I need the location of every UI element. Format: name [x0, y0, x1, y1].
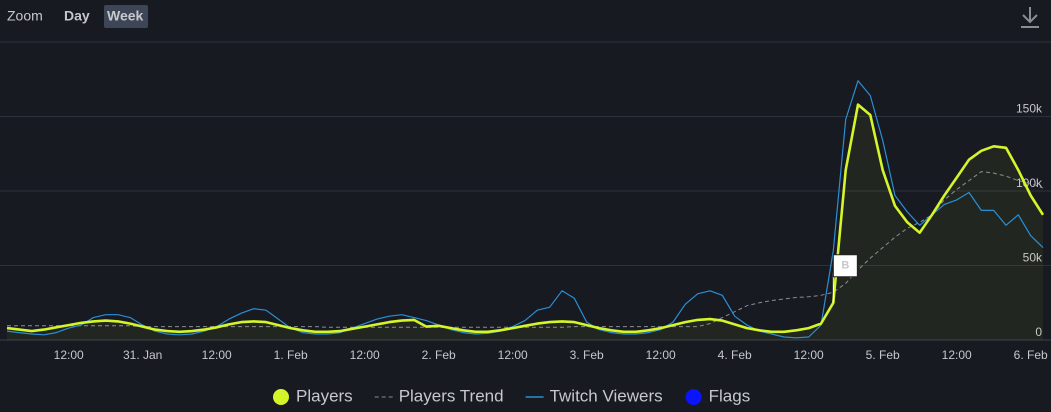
x-tick-label: 12:00 [54, 348, 84, 362]
legend-label: Twitch Viewers [550, 386, 663, 405]
x-tick-label: 6. Feb [1014, 348, 1048, 362]
zoom-button[interactable]: Day [64, 8, 90, 24]
legend: Players Players Trend Twitch Viewers Flags [273, 386, 750, 405]
x-tick-label: 4. Feb [718, 348, 752, 362]
zoom-label: Zoom [7, 8, 43, 24]
x-tick-label: 12:00 [202, 348, 232, 362]
line-series [6, 103, 1045, 334]
legend-item[interactable]: Flags [685, 386, 751, 405]
legend-label: Flags [709, 386, 751, 405]
x-tick-label: 12:00 [646, 348, 676, 362]
x-tick-label: 12:00 [794, 348, 824, 362]
legend-symbol [273, 389, 289, 405]
legend-label: Players Trend [399, 386, 504, 405]
flag-label: B [841, 260, 849, 272]
legend-symbol [685, 389, 702, 405]
area [7, 104, 1043, 340]
zoom-buttons: Day Week [64, 5, 148, 28]
x-tick-label: 12:00 [350, 348, 380, 362]
x-tick-label: 1. Feb [274, 348, 308, 362]
x-tick-label: 31. Jan [123, 348, 162, 362]
zoom-button-bg [104, 5, 148, 28]
flag-box[interactable] [832, 254, 858, 278]
line-series [7, 171, 1044, 328]
x-tick-label: 5. Feb [866, 348, 900, 362]
legend-item[interactable]: Players [273, 386, 353, 405]
y-tick-label: 150k [1016, 102, 1043, 116]
download-glyph [1021, 7, 1039, 28]
legend-label: Players [296, 386, 353, 405]
x-tick-label: 2. Feb [422, 348, 456, 362]
y-tick-label: 0 [1035, 325, 1042, 339]
zoom-button[interactable]: Week [107, 8, 144, 24]
download-icon[interactable] [1021, 7, 1039, 28]
line-series [6, 80, 1044, 339]
legend-item[interactable]: Players Trend [374, 386, 504, 405]
x-tick-label: 12:00 [498, 348, 528, 362]
legend-item[interactable]: Twitch Viewers [525, 386, 663, 405]
x-tick-label: 3. Feb [570, 348, 604, 362]
y-tick-label: 50k [1023, 251, 1043, 265]
x-tick-label: 12:00 [942, 348, 972, 362]
